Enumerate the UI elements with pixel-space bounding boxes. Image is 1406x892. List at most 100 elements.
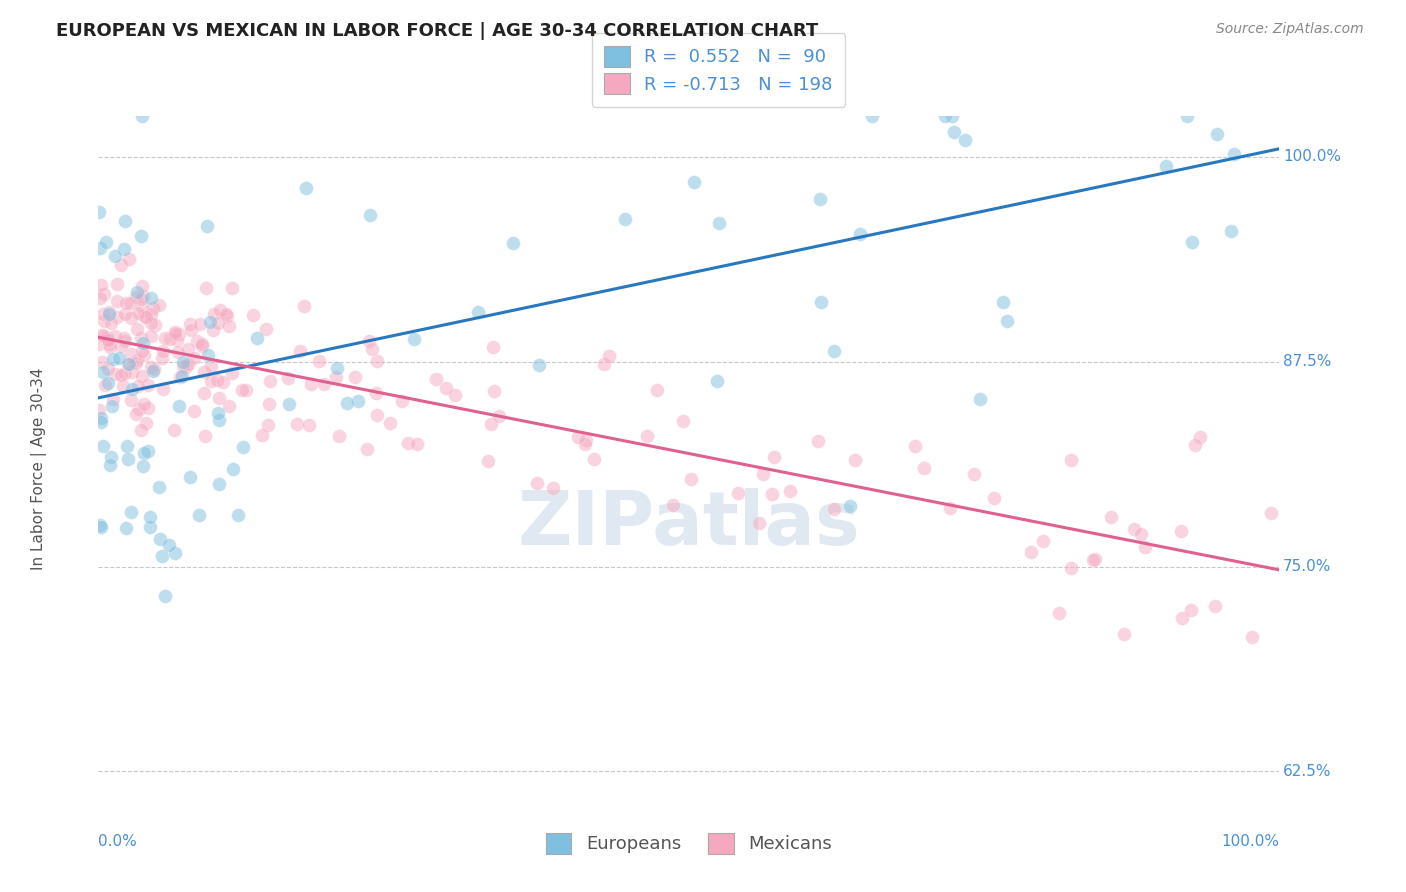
Point xyxy=(218,318,240,333)
Point xyxy=(152,343,174,358)
Point xyxy=(425,372,447,386)
Point xyxy=(356,442,378,457)
Point xyxy=(1135,540,1157,554)
Point xyxy=(91,328,114,343)
Point xyxy=(142,364,165,378)
Point xyxy=(110,258,132,272)
Point xyxy=(1175,109,1198,123)
Point xyxy=(488,409,510,423)
Point xyxy=(391,394,413,409)
Point xyxy=(823,343,845,358)
Point xyxy=(120,310,142,325)
Point xyxy=(288,343,311,358)
Point xyxy=(131,109,153,123)
Point xyxy=(860,109,883,123)
Point xyxy=(90,415,112,429)
Point xyxy=(567,430,589,444)
Point xyxy=(90,410,112,425)
Point xyxy=(527,358,550,372)
Point xyxy=(97,337,120,351)
Point xyxy=(292,300,315,314)
Point xyxy=(995,314,1018,328)
Point xyxy=(347,394,370,409)
Point xyxy=(132,289,155,303)
Text: ZIPatlas: ZIPatlas xyxy=(517,488,860,561)
Point xyxy=(983,491,1005,505)
Point xyxy=(179,317,201,331)
Point xyxy=(904,439,927,453)
Point xyxy=(202,307,225,321)
Point xyxy=(91,365,114,379)
Point xyxy=(157,537,180,551)
Point xyxy=(180,323,202,337)
Point xyxy=(135,416,157,430)
Point xyxy=(257,397,280,411)
Point xyxy=(120,505,142,519)
Point xyxy=(709,216,731,230)
Point xyxy=(89,241,111,255)
Point xyxy=(209,303,232,318)
Point xyxy=(222,462,245,476)
Point xyxy=(482,340,505,354)
Point xyxy=(169,399,191,413)
Point xyxy=(215,307,238,321)
Point xyxy=(706,374,728,388)
Point xyxy=(139,360,162,375)
Text: 75.0%: 75.0% xyxy=(1284,559,1331,574)
Point xyxy=(1184,438,1206,452)
Point xyxy=(912,461,935,475)
Point xyxy=(169,369,191,384)
Point xyxy=(942,125,965,139)
Point xyxy=(201,322,224,336)
Point xyxy=(127,352,149,367)
Point xyxy=(105,294,128,309)
Point xyxy=(939,500,962,515)
Point xyxy=(574,436,596,450)
Point xyxy=(194,281,217,295)
Point xyxy=(114,213,136,227)
Point xyxy=(93,314,115,328)
Point xyxy=(179,470,201,484)
Point xyxy=(115,521,138,535)
Point xyxy=(197,348,219,362)
Point xyxy=(153,330,176,344)
Point xyxy=(91,439,114,453)
Point xyxy=(357,334,380,348)
Point xyxy=(193,386,215,401)
Point xyxy=(104,328,127,343)
Point xyxy=(108,351,131,365)
Point xyxy=(136,444,159,458)
Point xyxy=(934,109,956,123)
Point xyxy=(1170,524,1192,538)
Text: 87.5%: 87.5% xyxy=(1284,354,1331,369)
Point xyxy=(806,434,828,448)
Point xyxy=(207,406,229,420)
Point xyxy=(208,391,231,405)
Point xyxy=(434,381,457,395)
Point xyxy=(148,298,170,312)
Point xyxy=(991,295,1014,310)
Point xyxy=(208,477,231,491)
Point xyxy=(134,396,156,410)
Point xyxy=(194,429,217,443)
Point xyxy=(1047,607,1070,621)
Point xyxy=(93,328,115,343)
Point xyxy=(477,454,499,468)
Text: In Labor Force | Age 30-34: In Labor Force | Age 30-34 xyxy=(31,367,48,570)
Point xyxy=(217,309,239,323)
Point xyxy=(1204,599,1226,614)
Point xyxy=(121,366,143,380)
Point xyxy=(502,235,524,250)
Point xyxy=(325,369,347,384)
Point xyxy=(1171,611,1194,625)
Point xyxy=(198,315,221,329)
Point xyxy=(114,307,136,321)
Point xyxy=(406,436,429,450)
Point xyxy=(207,316,229,330)
Point xyxy=(963,467,986,481)
Point xyxy=(1081,552,1104,566)
Point xyxy=(299,377,322,392)
Point xyxy=(148,480,170,494)
Point xyxy=(953,133,976,147)
Point xyxy=(205,373,228,387)
